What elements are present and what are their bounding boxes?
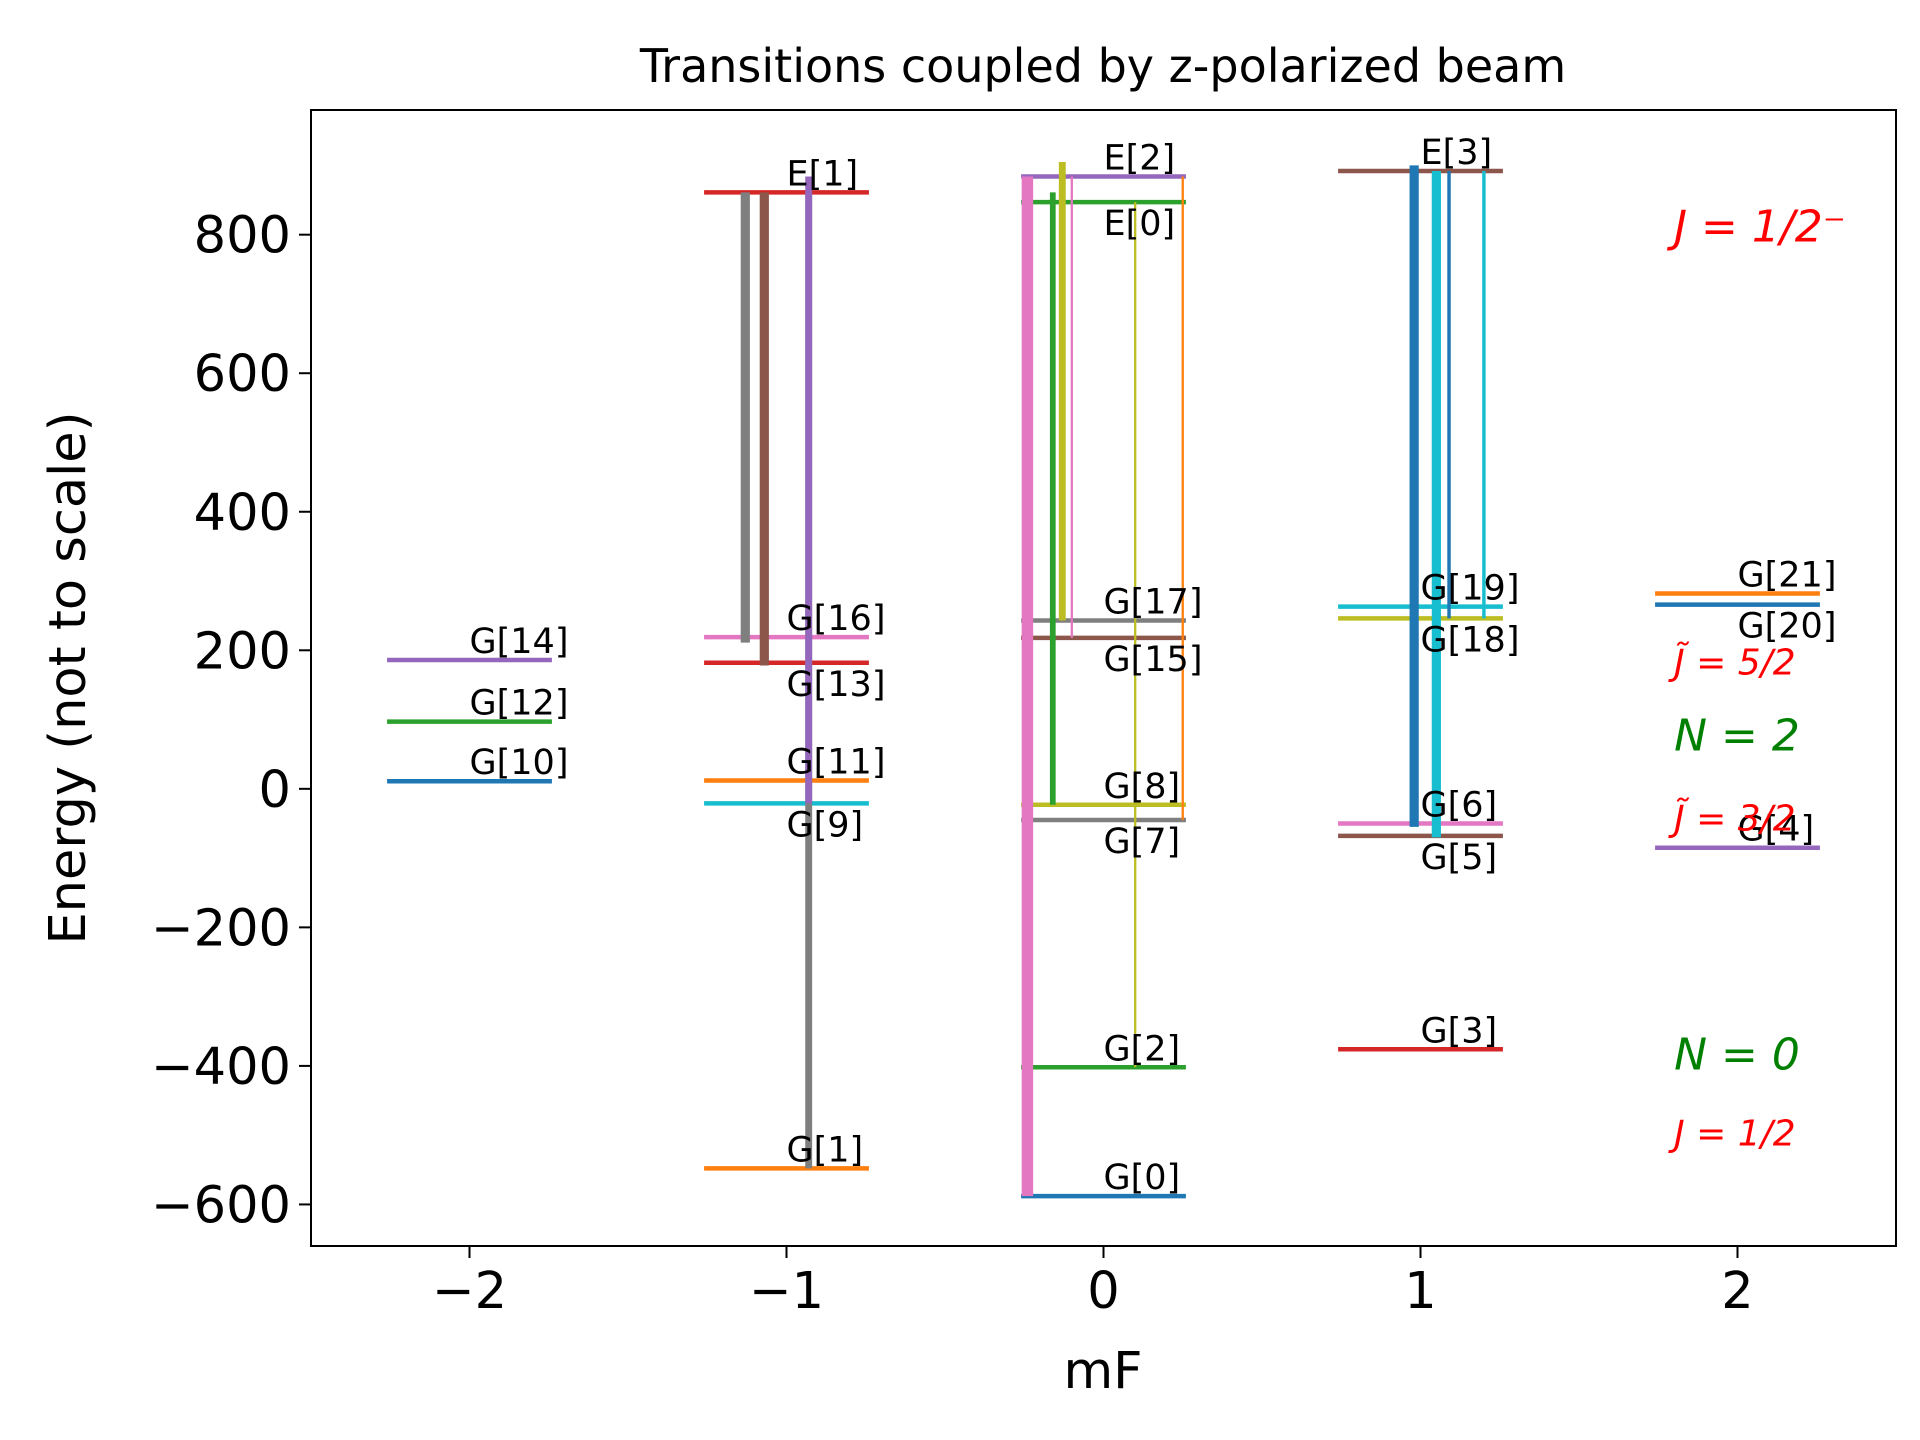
level-label: G[14] <box>470 622 569 662</box>
x-tick-label: −2 <box>432 1262 507 1321</box>
transitions-layer <box>740 161 1486 1197</box>
annotations-layer: J = 1/2⁻ J̃ = 5/2 N = 2 J̃ = 3/2 N = 0 J = 1/… <box>1666 202 1846 1155</box>
level-label: G[6] <box>1421 785 1498 825</box>
y-axis: −600 −400 −200 0 200 400 600 800 <box>151 207 311 1235</box>
x-axis: −2 −1 0 1 2 <box>432 1246 1754 1321</box>
level-label: G[18] <box>1421 620 1520 660</box>
level-label: G[17] <box>1104 583 1203 623</box>
levels-layer <box>387 168 1820 1199</box>
level-label: G[11] <box>787 743 886 783</box>
level-label: E[3] <box>1421 133 1493 173</box>
level-label: G[8] <box>1104 767 1181 807</box>
y-tick-label: 200 <box>194 622 291 681</box>
level-label: G[3] <box>1421 1011 1498 1051</box>
x-tick-label: 1 <box>1404 1262 1436 1321</box>
level-label: G[15] <box>1104 640 1203 680</box>
level-label: G[0] <box>1104 1158 1181 1198</box>
level-label: G[20] <box>1738 607 1837 647</box>
x-tick-label: 0 <box>1087 1262 1119 1321</box>
x-tick-label: 2 <box>1721 1262 1753 1321</box>
level-label: G[1] <box>787 1130 864 1170</box>
y-tick-label: −400 <box>151 1038 291 1097</box>
x-tick-label: −1 <box>749 1262 824 1321</box>
level-label: G[10] <box>470 743 569 783</box>
level-label: E[2] <box>1104 138 1176 178</box>
level-label: G[12] <box>470 684 569 724</box>
annotation: N = 0 <box>1674 1029 1800 1080</box>
level-label: G[21] <box>1738 555 1837 595</box>
level-label: G[13] <box>787 665 886 705</box>
y-tick-label: −200 <box>151 899 291 958</box>
level-label: G[19] <box>1421 569 1520 609</box>
level-label: G[9] <box>787 805 864 845</box>
level-label: E[0] <box>1104 204 1176 244</box>
y-axis-label: Energy (not to scale) <box>39 411 98 944</box>
annotation: N = 2 <box>1674 711 1800 762</box>
level-label: G[16] <box>787 599 886 639</box>
x-axis-label: mF <box>1063 1342 1142 1401</box>
labels-layer: G[0] G[1] G[2] G[3] G[4] G[5] G[6] G[7] G[8] G[9]… <box>470 133 1837 1198</box>
level-label: G[5] <box>1421 838 1498 878</box>
level-label: G[2] <box>1104 1029 1181 1069</box>
level-label: G[4] <box>1738 810 1815 850</box>
level-label: G[7] <box>1104 822 1181 862</box>
y-tick-label: −600 <box>151 1176 291 1235</box>
level-label: E[1] <box>787 154 859 194</box>
annotation: J̃ = 5/2 <box>1668 642 1796 684</box>
annotation: J̃ = 3/2 <box>1668 798 1796 840</box>
y-tick-label: 800 <box>194 207 291 266</box>
y-tick-label: 400 <box>194 484 291 543</box>
chart-title: Transitions coupled by z-polarized beam <box>639 39 1566 93</box>
annotation: J = 1/2⁻ <box>1666 202 1846 253</box>
annotation: J = 1/2 <box>1668 1114 1796 1155</box>
y-tick-label: 0 <box>259 761 291 820</box>
y-tick-label: 600 <box>194 345 291 404</box>
